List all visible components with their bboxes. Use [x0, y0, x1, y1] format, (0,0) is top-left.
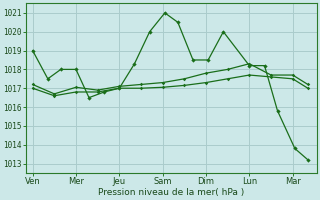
X-axis label: Pression niveau de la mer( hPa ): Pression niveau de la mer( hPa ): [98, 188, 244, 197]
